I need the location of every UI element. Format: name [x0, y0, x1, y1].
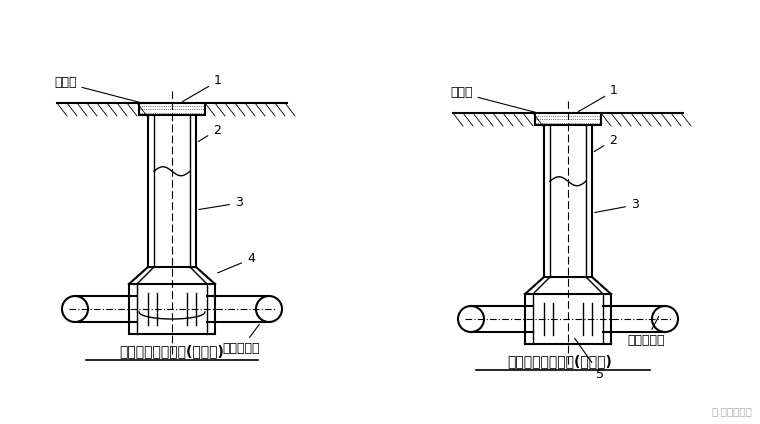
Text: 水.电知识平台: 水.电知识平台	[711, 406, 752, 416]
Text: 埋地排水管: 埋地排水管	[222, 324, 260, 355]
Text: 5: 5	[575, 338, 604, 380]
Text: 非防护井盖检查井(有流槽): 非防护井盖检查井(有流槽)	[119, 344, 224, 358]
Text: 2: 2	[198, 123, 221, 142]
Text: 非防护井盖检查井(有盲底): 非防护井盖检查井(有盲底)	[508, 354, 613, 368]
Text: 非道路: 非道路	[450, 86, 535, 112]
Text: 1: 1	[578, 84, 618, 112]
Text: 3: 3	[595, 198, 639, 212]
Text: 4: 4	[217, 253, 255, 273]
Text: 埋地排水管: 埋地排水管	[627, 316, 664, 348]
Text: 2: 2	[594, 134, 617, 151]
Text: 3: 3	[199, 196, 243, 209]
Text: 非道路: 非道路	[54, 76, 139, 102]
Text: 1: 1	[182, 75, 222, 102]
